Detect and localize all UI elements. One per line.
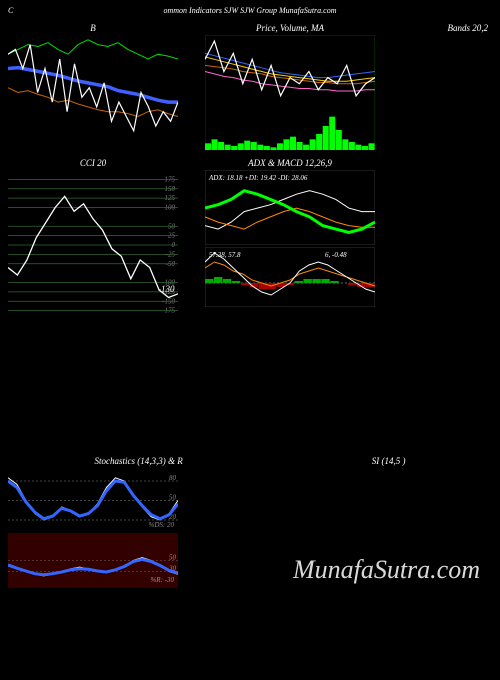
bollinger-title: B [8, 21, 178, 35]
row2: CCI 20 17515012510050250-25-50-100-125-1… [0, 156, 500, 320]
cci-title: CCI 20 [8, 156, 178, 170]
adx-title: ADX & MACD 12,26,9 [205, 156, 375, 170]
stochastics-title: Stochastics (14,3,3) & R [95, 456, 183, 466]
svg-text:50: 50 [169, 494, 177, 502]
williams-r-chart: 5030%R: -30 [8, 533, 178, 588]
bands-title: Bands 20,2 [402, 21, 492, 35]
row3: 805020%DS: 20 5030%R: -30 [0, 468, 500, 588]
adx-macd-panel: ADX & MACD 12,26,9 ADX: 18.18 +DI: 19.42… [205, 156, 375, 307]
header-title: ommon Indicators SJW SJW Group MunafaSut… [163, 6, 336, 15]
svg-text:%R: -30: %R: -30 [150, 576, 174, 584]
price-title: Price, Volume, MA [205, 21, 375, 35]
row3-titles: Stochastics (14,3,3) & R SI (14,5 ) [0, 454, 500, 468]
svg-text:%DS: 20: %DS: 20 [149, 521, 175, 529]
svg-text:57.38, 57.8: 57.38, 57.8 [209, 251, 241, 259]
cci-panel: CCI 20 17515012510050250-25-50-100-125-1… [8, 156, 178, 320]
bands-label-container: Bands 20,2 [402, 21, 492, 35]
row1: B Price, Volume, MA Bands 20,2 [0, 21, 500, 150]
rsi-title: SI (14,5 ) [372, 456, 406, 466]
price-panel: Price, Volume, MA [205, 21, 375, 150]
svg-text:-130: -130 [158, 284, 175, 294]
svg-text:50: 50 [169, 554, 177, 562]
price-chart [205, 35, 375, 150]
svg-text:ADX: 18.18 +DI: 19.42 -DI:: ADX: 18.18 +DI: 19.42 -DI: 28.06 [208, 174, 308, 182]
macd-chart: 57.38, 57.8 6, -0.48 [205, 247, 375, 307]
bollinger-chart [8, 35, 178, 150]
svg-text:80: 80 [169, 474, 177, 482]
adx-chart: ADX: 18.18 +DI: 19.42 -DI: 28.06 [205, 170, 375, 245]
svg-text:6, -0.48: 6, -0.48 [325, 251, 347, 259]
header-c: C [8, 6, 13, 15]
cci-chart: 17515012510050250-25-50-100-125-150-175-… [8, 170, 178, 320]
stochastics-chart: 805020%DS: 20 [8, 468, 178, 533]
bollinger-panel: B [8, 21, 178, 150]
